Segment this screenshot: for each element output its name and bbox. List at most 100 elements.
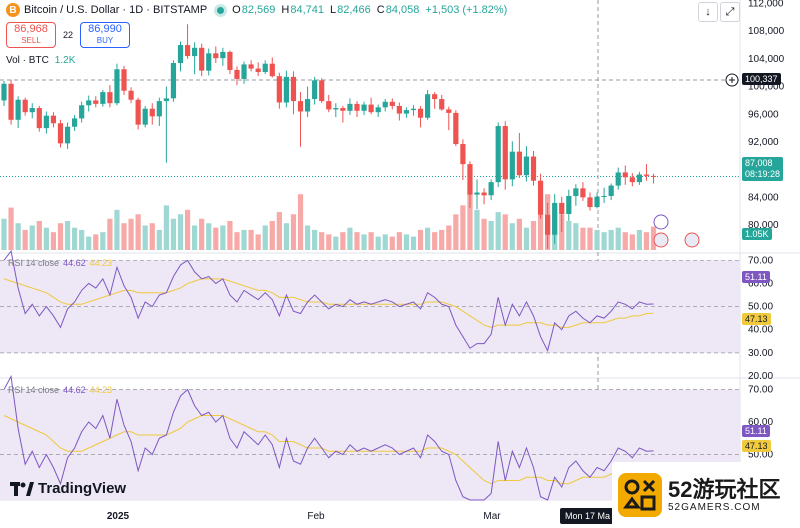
candle-body	[79, 105, 85, 119]
candle-body	[283, 76, 289, 103]
price-tick-label: 92,000	[748, 137, 779, 148]
volume-bar	[206, 223, 212, 250]
candle-body	[601, 195, 607, 197]
candle-body	[269, 63, 275, 77]
volume-bar	[156, 229, 162, 250]
volume-bar	[121, 223, 127, 250]
candle-body	[354, 103, 360, 111]
volume-bar	[36, 221, 42, 250]
volume-label: Vol · BTC	[6, 55, 49, 66]
volume-bar	[502, 214, 508, 250]
watermark-url: 52GAMERS.COM	[668, 501, 761, 513]
volume-bar	[523, 227, 530, 250]
rsi-ma-line-top	[3, 278, 654, 328]
price-tick-label: 96,000	[748, 109, 779, 120]
candle-body	[50, 115, 57, 124]
candle	[255, 62, 261, 77]
volume-bar	[594, 229, 600, 250]
volume-bar	[615, 227, 621, 250]
candle	[643, 164, 650, 181]
price-tick-label: 112,000	[748, 0, 784, 9]
candle-body	[100, 92, 106, 104]
candle	[333, 103, 339, 118]
fullscreen-icon[interactable]: ⤢	[720, 2, 740, 22]
candle	[417, 105, 424, 128]
candle-body	[1, 83, 7, 101]
rsi-line-bottom	[3, 374, 654, 501]
candle-body	[347, 103, 353, 111]
change-value: +1,503 (+1.82%)	[425, 4, 508, 16]
volume-bar	[333, 236, 339, 250]
rsi-params: 14 close	[25, 385, 60, 395]
volume-bar	[22, 229, 28, 250]
rsi-bottom-tag: 51.11	[742, 425, 770, 437]
candle-body	[64, 126, 71, 144]
volume-bar	[255, 234, 261, 250]
rsi-legend-top[interactable]: RSI 14 close 44.62 44.23	[8, 258, 112, 268]
sell-button[interactable]: 86,968 SELL	[6, 22, 56, 48]
buy-button[interactable]: 86,990 BUY	[80, 22, 130, 48]
volume-value: 1.2K	[54, 55, 76, 66]
candle-body	[488, 182, 494, 196]
candle	[481, 188, 487, 205]
watermark-logo-icon	[618, 473, 662, 517]
high-value: 84,741	[290, 4, 324, 16]
candle	[587, 192, 593, 211]
volume-bar	[319, 232, 325, 250]
candle	[142, 105, 148, 128]
price-tick-label: 80,000	[748, 220, 779, 231]
candle	[375, 104, 381, 118]
volume-bar	[559, 214, 565, 250]
rsi-legend-bottom[interactable]: RSI 14 close 44.62 44.23	[8, 385, 112, 395]
candle-body	[241, 64, 247, 79]
rsi-name: RSI	[8, 258, 24, 268]
candle	[516, 132, 522, 178]
site-watermark: 52游玩社区 52GAMERS.COM	[612, 462, 800, 528]
volume-bar	[622, 232, 628, 250]
symbol-title[interactable]: Bitcoin / U.S. Dollar · 1D · BITSTAMP	[24, 4, 208, 16]
candle	[439, 94, 445, 111]
candle-body	[537, 180, 544, 215]
candle	[72, 114, 78, 131]
candle	[86, 95, 92, 112]
spread-value: 22	[62, 30, 73, 40]
tradingview-wordmark: TradingView	[38, 480, 127, 497]
candle-body	[107, 92, 113, 104]
volume-bar	[516, 218, 522, 250]
candle-body	[368, 104, 374, 113]
candle-body	[121, 69, 127, 91]
scroll-down-icon[interactable]: ↓	[698, 2, 718, 22]
volume-bar	[8, 207, 14, 250]
volume-bar	[361, 234, 367, 250]
volume-bar	[608, 229, 614, 250]
candle	[382, 99, 388, 112]
candle	[650, 173, 657, 184]
time-tick-label: Mar	[483, 511, 501, 522]
candle-body	[220, 51, 226, 59]
candle-body	[149, 108, 155, 117]
candle	[227, 50, 233, 75]
candle-body	[446, 109, 452, 113]
candle	[135, 97, 141, 130]
volume-bar	[107, 218, 113, 250]
candle	[326, 94, 332, 113]
candle	[262, 60, 268, 75]
open-label: O	[232, 4, 241, 16]
candle	[530, 150, 537, 186]
rsi-tick-label: 60.00	[748, 278, 773, 289]
price-tick-label: 104,000	[748, 54, 785, 65]
candle-body	[163, 98, 169, 102]
candle	[128, 87, 134, 104]
volume-bar	[149, 223, 155, 250]
rsi-tick-label: 60.00	[748, 417, 773, 428]
candle-body	[502, 126, 508, 180]
candle	[368, 97, 374, 115]
volume-bar	[566, 221, 572, 250]
candle	[184, 24, 191, 59]
rsi-line-top	[3, 249, 654, 352]
countdown: 08:19:28	[745, 169, 781, 179]
candle-body	[36, 108, 42, 129]
volume-last-tag: 1.05K	[742, 228, 772, 240]
candle-body	[248, 64, 254, 69]
